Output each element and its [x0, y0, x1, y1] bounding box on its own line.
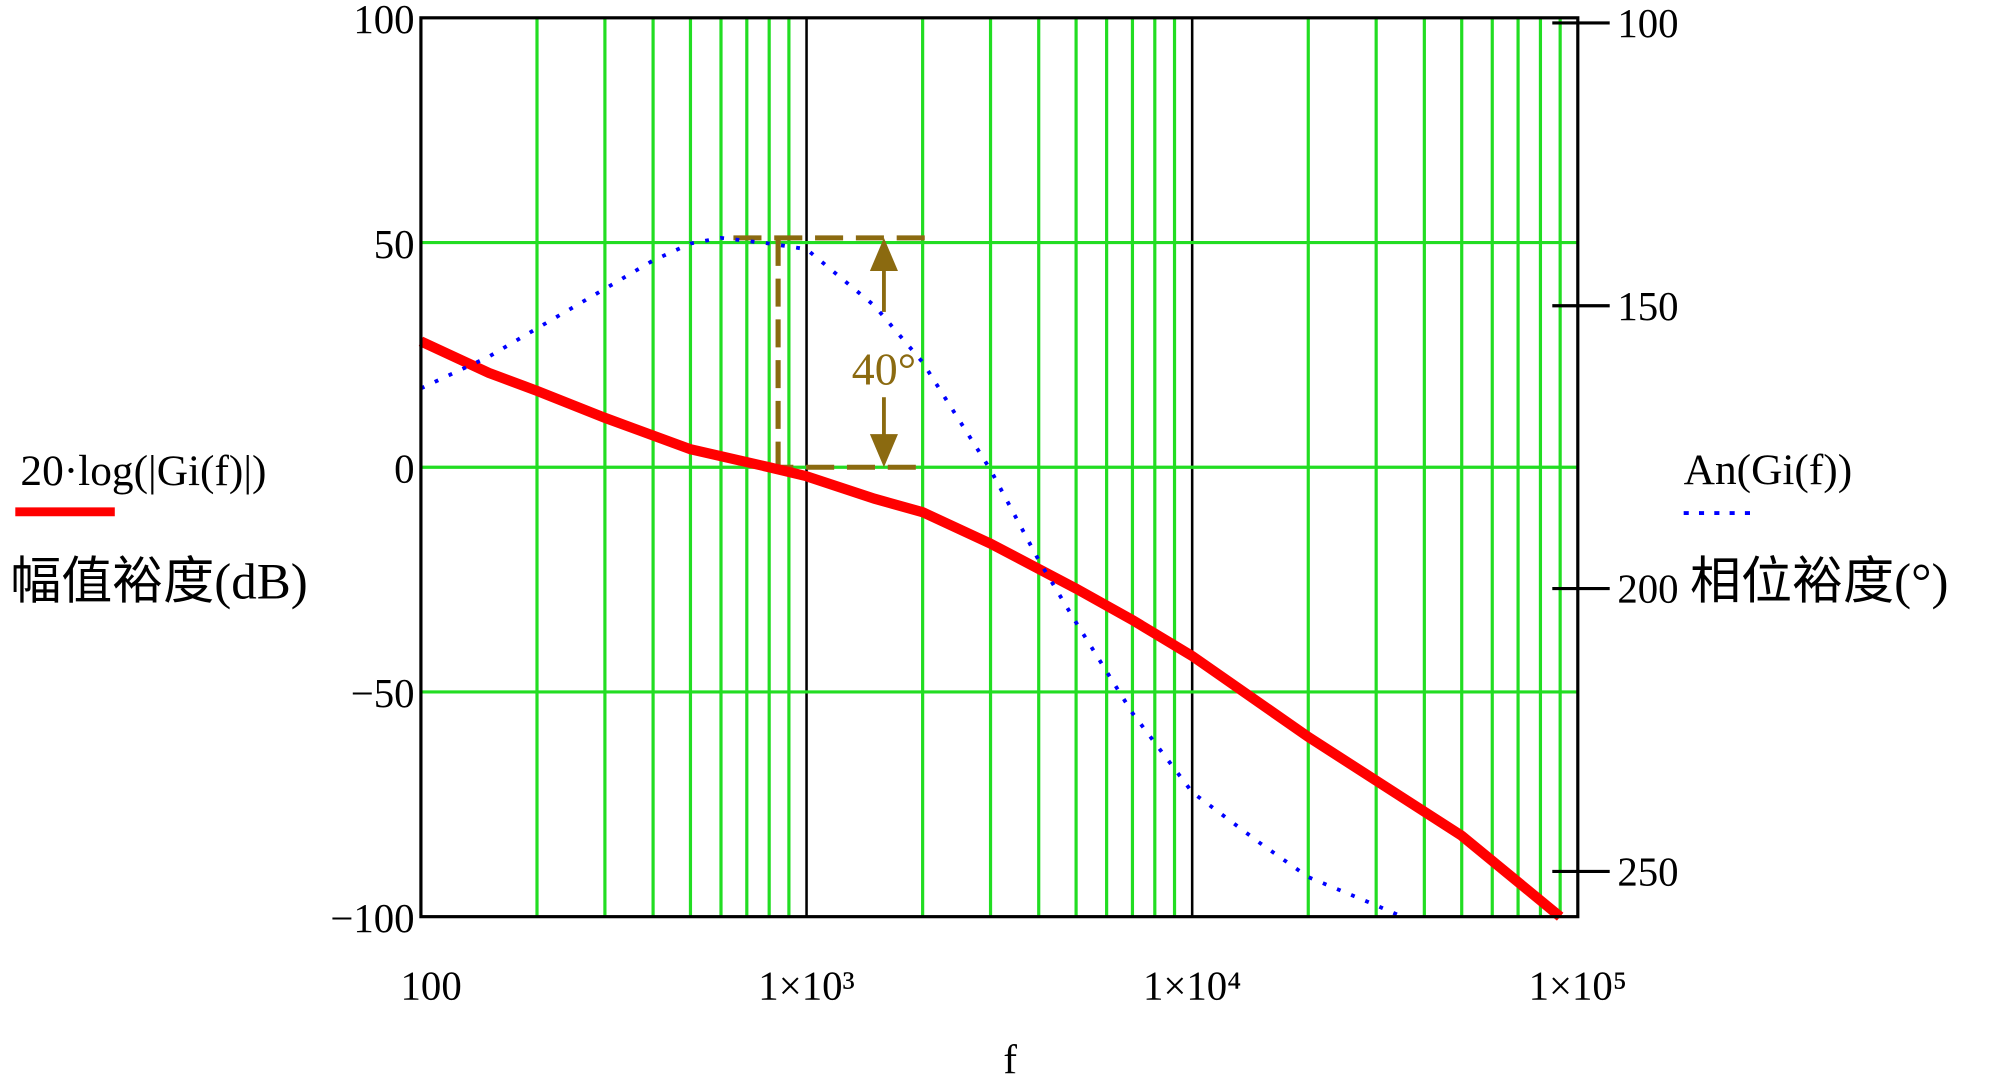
phase-margin-label: 40°: [852, 344, 916, 395]
right-tick-label: 150: [1617, 284, 1678, 329]
arrow-down-icon: [869, 434, 898, 468]
left-tick-label: 50: [374, 222, 415, 267]
left-tick-label: −100: [330, 896, 414, 941]
phase-margin-annotation: 40°: [733, 235, 925, 470]
plot-frame: [419, 16, 1580, 919]
series-layer: [418, 235, 1564, 921]
right-axis-title: 相位裕度(°): [1690, 554, 1948, 610]
right-tick-label: 200: [1617, 567, 1678, 612]
phase-line: [420, 235, 1403, 919]
x-tick-label: 1×10⁵: [1529, 963, 1627, 1008]
x-axis-label: f: [1003, 1037, 1017, 1082]
magnitude-line: [418, 336, 1564, 921]
left-tick-label: 0: [394, 447, 414, 492]
left-tick-label: −50: [351, 671, 415, 716]
left-tick-label: 100: [353, 0, 414, 42]
right-tick-label: 100: [1617, 1, 1678, 46]
x-tick-label: 100: [401, 963, 462, 1008]
tick-labels: 100 1×10³ 1×10⁴ 1×10⁵ 100 50 0 −50 −100 100 150 200…: [330, 0, 1678, 1008]
grid: [420, 17, 1578, 917]
right-tick-label: 250: [1617, 849, 1678, 894]
x-tick-label: 1×10³: [758, 963, 854, 1008]
legend-magnitude-label: 20·log(|Gi(f)|): [20, 447, 266, 495]
arrow-up-icon: [869, 237, 898, 271]
legend-phase-label: An(Gi(f)): [1684, 446, 1853, 494]
x-tick-label: 1×10⁴: [1143, 963, 1241, 1008]
left-axis-title: 幅值裕度(dB): [10, 554, 308, 610]
